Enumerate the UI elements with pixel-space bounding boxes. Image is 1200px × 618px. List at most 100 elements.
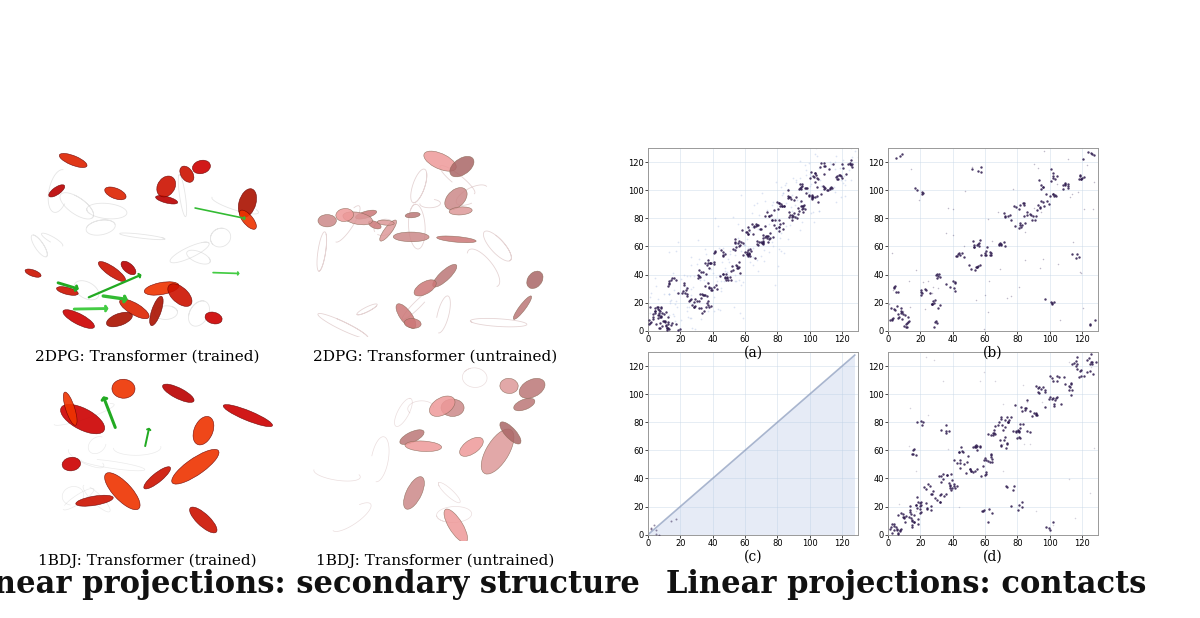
Point xyxy=(648,313,667,323)
Point xyxy=(1022,215,1042,225)
Point xyxy=(726,237,745,247)
Point xyxy=(652,311,671,321)
Point xyxy=(980,250,1000,260)
Point xyxy=(696,336,715,346)
Point xyxy=(985,430,1004,439)
Point xyxy=(797,182,816,192)
Point xyxy=(751,237,770,247)
Point xyxy=(649,305,668,315)
Ellipse shape xyxy=(377,220,395,225)
Point xyxy=(840,142,859,152)
Point xyxy=(888,524,907,534)
Point xyxy=(971,235,990,245)
Point xyxy=(900,276,919,286)
Point xyxy=(1010,218,1030,228)
Point xyxy=(966,441,985,451)
Point xyxy=(775,180,794,190)
Point xyxy=(1070,365,1090,375)
Point xyxy=(911,509,930,519)
Point xyxy=(792,204,811,214)
Point xyxy=(726,234,745,243)
Ellipse shape xyxy=(355,210,377,219)
Point xyxy=(882,519,901,528)
Point xyxy=(716,269,736,279)
Point xyxy=(793,206,812,216)
Point xyxy=(760,247,779,257)
Point xyxy=(776,221,796,231)
Point xyxy=(943,230,962,240)
Point xyxy=(716,275,736,285)
Point xyxy=(775,248,794,258)
Point xyxy=(922,288,941,298)
Point xyxy=(800,190,820,200)
Point xyxy=(720,273,739,282)
Point xyxy=(742,246,761,256)
Point xyxy=(758,231,778,241)
Point xyxy=(960,464,979,474)
Point xyxy=(1075,204,1094,214)
Point xyxy=(949,447,968,457)
Point xyxy=(1021,210,1040,219)
Point xyxy=(790,206,809,216)
Point xyxy=(704,268,724,278)
Point xyxy=(649,310,668,320)
Point xyxy=(713,243,732,253)
Point xyxy=(1066,356,1085,366)
Point xyxy=(928,303,947,313)
Point xyxy=(965,441,984,451)
Point xyxy=(769,261,788,271)
Point xyxy=(906,501,925,510)
Point xyxy=(842,152,862,162)
Point xyxy=(1001,216,1020,226)
Point xyxy=(1056,180,1075,190)
Point xyxy=(982,430,1001,440)
Point xyxy=(864,174,883,184)
Point xyxy=(967,262,986,272)
Point xyxy=(667,331,686,341)
Point xyxy=(800,208,820,218)
Point xyxy=(1025,159,1044,169)
Point xyxy=(810,206,829,216)
Point xyxy=(1070,366,1090,376)
Point xyxy=(984,430,1003,440)
Point xyxy=(936,229,955,239)
Point xyxy=(1064,358,1084,368)
Point xyxy=(660,289,679,298)
Point xyxy=(805,169,824,179)
Ellipse shape xyxy=(379,220,396,241)
Point xyxy=(1034,146,1054,156)
Point xyxy=(1024,211,1043,221)
Point xyxy=(1069,174,1088,184)
Point xyxy=(649,530,668,540)
Point xyxy=(1044,394,1063,404)
Point xyxy=(950,459,970,468)
Point xyxy=(835,171,854,180)
Point xyxy=(1031,208,1050,218)
Point xyxy=(1018,395,1037,405)
Point xyxy=(809,197,828,207)
Point xyxy=(1027,381,1046,391)
Point xyxy=(738,249,757,259)
Point xyxy=(968,261,988,271)
Point xyxy=(808,191,827,201)
Point xyxy=(966,262,985,272)
Point xyxy=(995,208,1014,218)
Point xyxy=(1036,522,1055,531)
Point xyxy=(916,485,935,494)
Ellipse shape xyxy=(414,280,437,296)
Point xyxy=(924,297,943,307)
Point xyxy=(650,312,670,322)
Point xyxy=(654,289,673,299)
Point xyxy=(938,478,958,488)
Point xyxy=(1081,362,1100,372)
Point xyxy=(665,273,684,283)
Point xyxy=(708,304,727,314)
Text: 1BDJ: Transformer (untrained): 1BDJ: Transformer (untrained) xyxy=(316,553,554,567)
Point xyxy=(971,471,990,481)
Point xyxy=(691,276,710,286)
Point xyxy=(815,169,834,179)
Point xyxy=(935,491,954,501)
Point xyxy=(893,309,912,319)
Point xyxy=(772,201,791,211)
Point xyxy=(646,306,665,316)
